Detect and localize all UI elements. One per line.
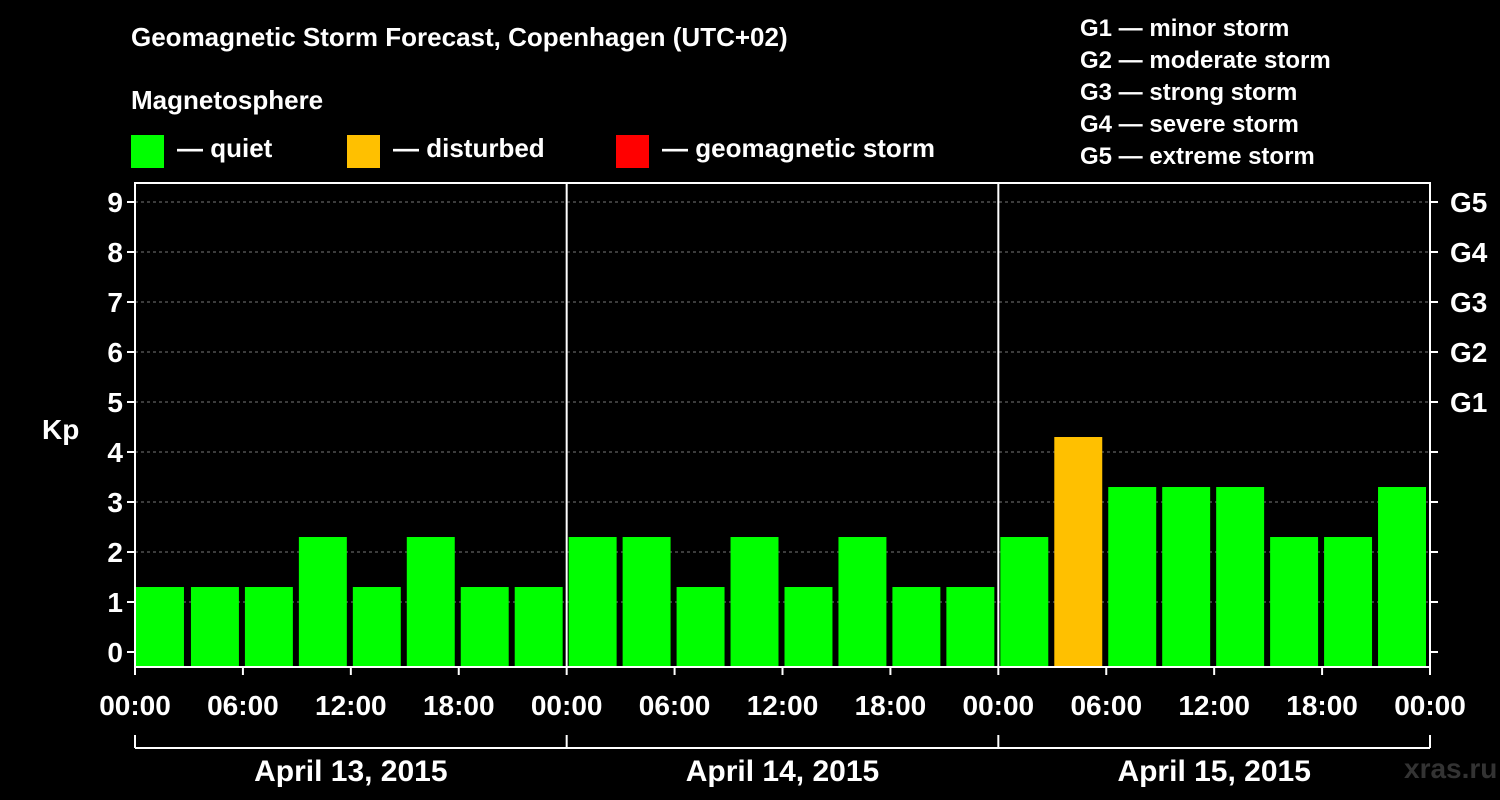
storm-level-label: G1 xyxy=(1450,387,1487,418)
legend-swatch-quiet xyxy=(131,135,164,168)
bar xyxy=(298,537,347,667)
y-tick-label: 9 xyxy=(107,187,123,218)
x-tick-label: 18:00 xyxy=(855,690,927,721)
x-tick-label: 00:00 xyxy=(99,690,171,721)
day-label: April 13, 2015 xyxy=(254,755,447,788)
x-tick-label: 00:00 xyxy=(531,690,603,721)
bar xyxy=(190,587,239,667)
storm-scale-g4: G4 — severe storm xyxy=(1080,111,1299,138)
storm-scale-g1: G1 — minor storm xyxy=(1080,15,1290,42)
bar xyxy=(1324,537,1373,667)
bar xyxy=(1216,487,1265,667)
y-tick-label: 6 xyxy=(107,337,123,368)
y-tick-label: 7 xyxy=(107,287,123,318)
bar xyxy=(1378,487,1426,667)
bar xyxy=(352,587,401,667)
bar xyxy=(1054,437,1103,667)
legend-heading: Magnetosphere xyxy=(131,85,324,115)
bar xyxy=(514,587,563,667)
legend-label-quiet: — quiet xyxy=(177,133,273,163)
bar xyxy=(784,587,833,667)
day-label: April 14, 2015 xyxy=(686,755,879,788)
x-tick-label: 06:00 xyxy=(1070,690,1142,721)
watermark: xras.ru xyxy=(1404,753,1498,784)
legend-swatch-disturbed xyxy=(347,135,380,168)
y-tick-label: 2 xyxy=(107,537,123,568)
legend-swatch-storm xyxy=(616,135,649,168)
storm-scale-g3: G3 — strong storm xyxy=(1080,79,1298,106)
storm-level-label: G4 xyxy=(1450,237,1488,268)
x-tick-label: 18:00 xyxy=(423,690,495,721)
x-tick-label: 06:00 xyxy=(207,690,279,721)
bar xyxy=(946,587,995,667)
storm-scale-g5: G5 — extreme storm xyxy=(1080,143,1315,170)
x-tick-label: 00:00 xyxy=(1394,690,1466,721)
y-tick-label: 1 xyxy=(107,587,123,618)
y-tick-label: 3 xyxy=(107,487,123,518)
bar xyxy=(838,537,887,667)
y-tick-label: 4 xyxy=(107,437,123,468)
storm-level-label: G3 xyxy=(1450,287,1487,318)
x-tick-label: 06:00 xyxy=(639,690,711,721)
bar xyxy=(568,537,617,667)
bar xyxy=(622,537,671,667)
x-tick-label: 12:00 xyxy=(315,690,387,721)
y-tick-label: 0 xyxy=(107,637,123,668)
bar xyxy=(460,587,509,667)
bar xyxy=(730,537,779,667)
day-label: April 15, 2015 xyxy=(1117,755,1310,788)
x-tick-label: 12:00 xyxy=(747,690,819,721)
bar xyxy=(1108,487,1157,667)
legend-label-disturbed: — disturbed xyxy=(393,133,545,163)
bar xyxy=(406,537,455,667)
bar xyxy=(244,587,293,667)
y-tick-label: 8 xyxy=(107,237,123,268)
bar xyxy=(1270,537,1319,667)
storm-level-label: G5 xyxy=(1450,187,1487,218)
chart-title: Geomagnetic Storm Forecast, Copenhagen (… xyxy=(131,22,788,52)
bar xyxy=(1000,537,1049,667)
bar xyxy=(136,587,184,667)
x-tick-label: 12:00 xyxy=(1178,690,1250,721)
storm-level-label: G2 xyxy=(1450,337,1487,368)
y-axis-label: Kp xyxy=(42,414,79,445)
bar xyxy=(676,587,725,667)
bar xyxy=(1162,487,1211,667)
y-tick-label: 5 xyxy=(107,387,123,418)
x-tick-label: 00:00 xyxy=(963,690,1035,721)
bar xyxy=(892,587,941,667)
legend-label-storm: — geomagnetic storm xyxy=(662,133,936,163)
x-tick-label: 18:00 xyxy=(1286,690,1358,721)
storm-scale-g2: G2 — moderate storm xyxy=(1080,47,1331,74)
